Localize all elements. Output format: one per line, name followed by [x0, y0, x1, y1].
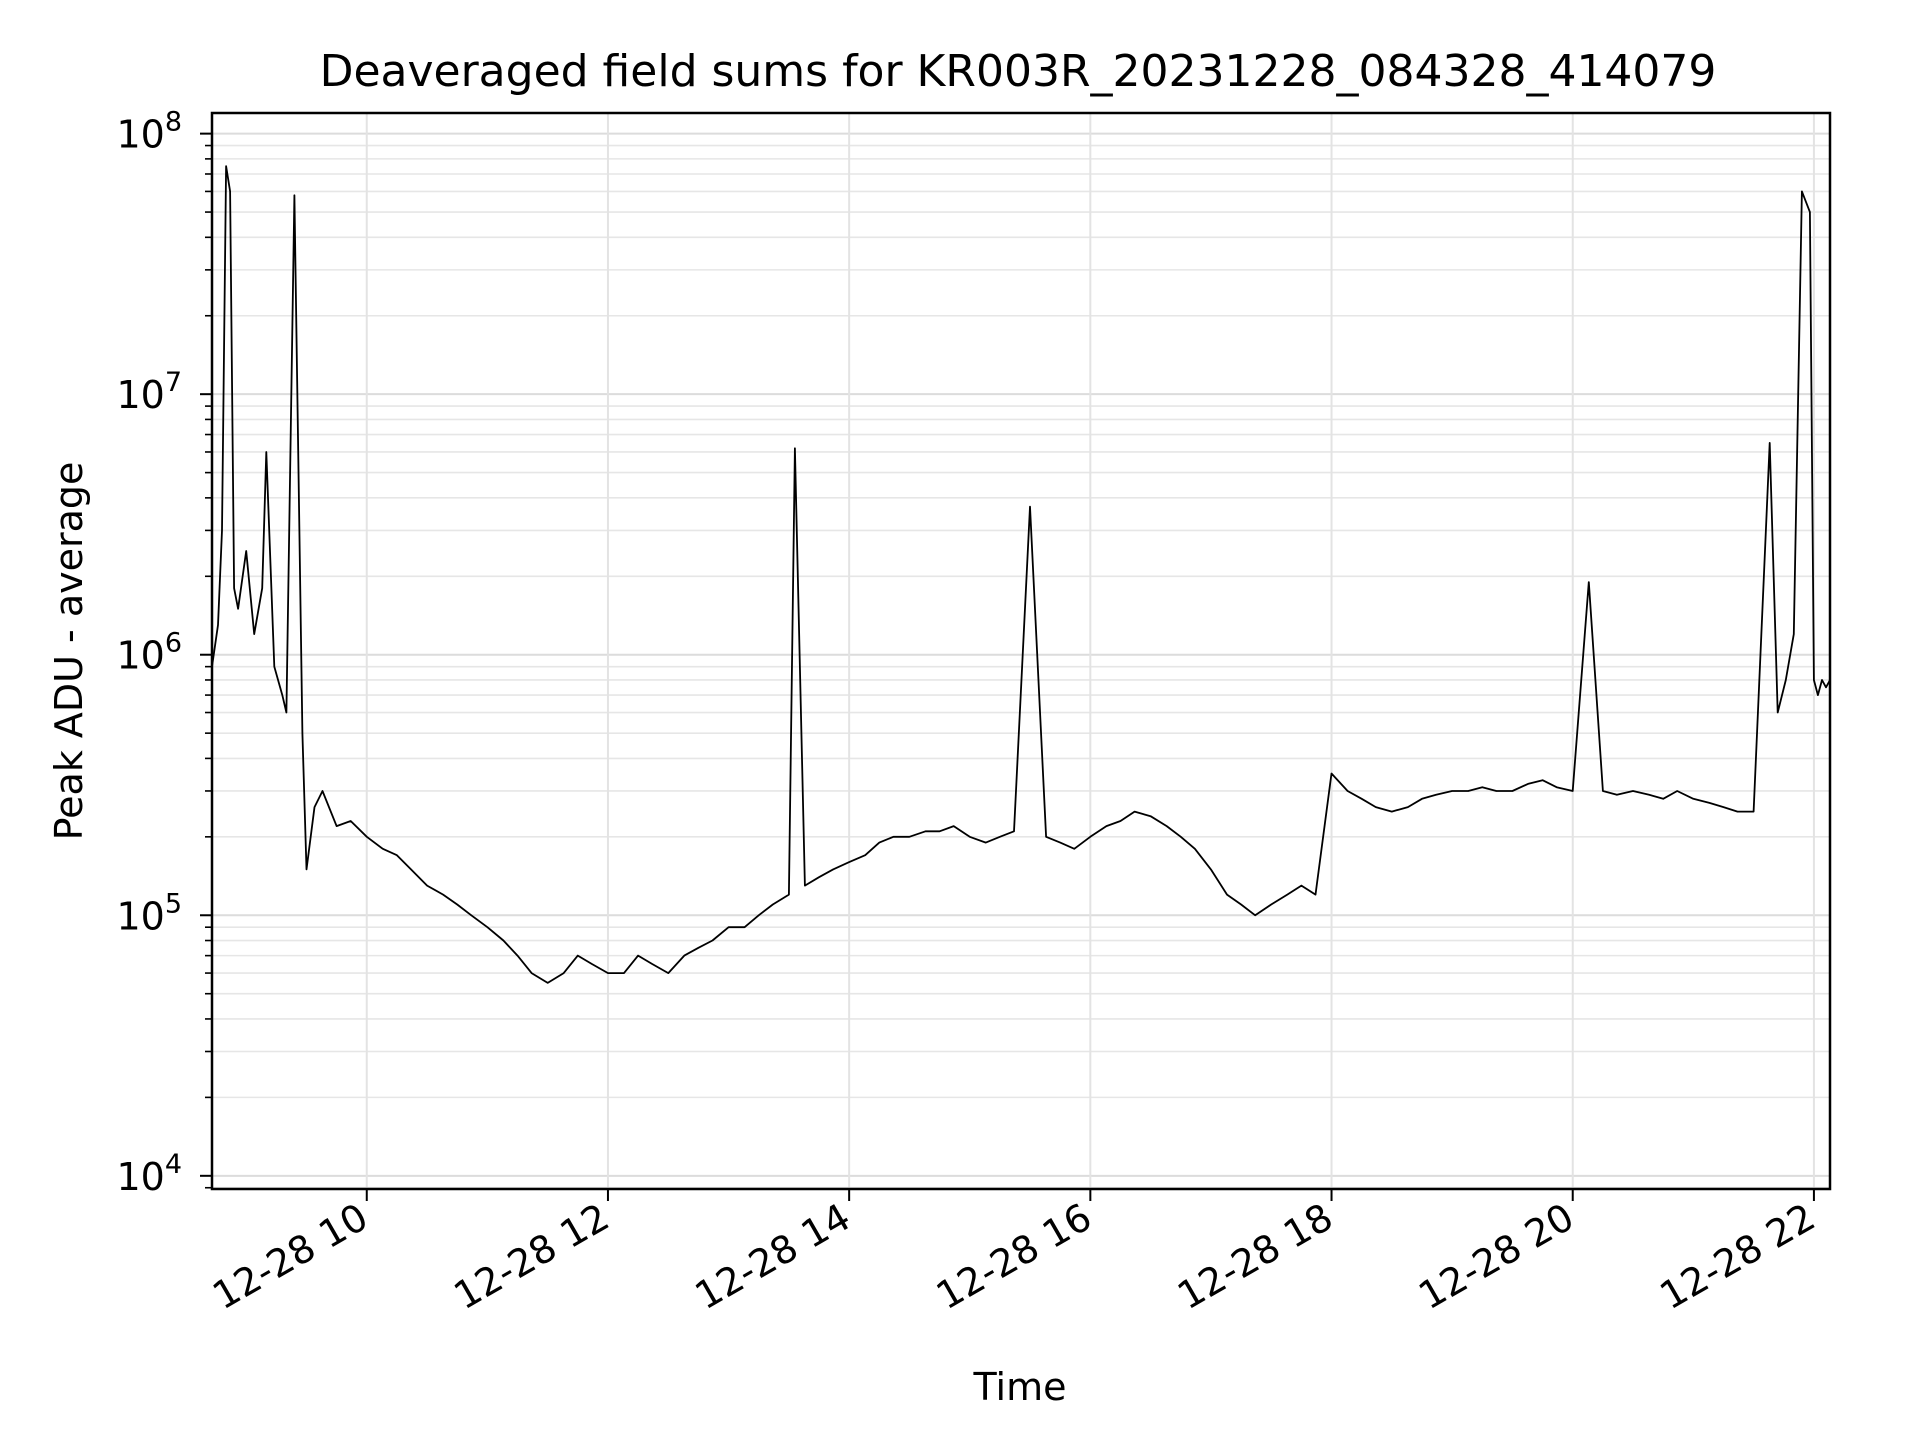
y-tick-label: 108 — [116, 107, 182, 157]
y-axis-label: Peak ADU - average — [47, 462, 91, 841]
chart-title: Deaveraged field sums for KR003R_2023122… — [320, 46, 1717, 97]
x-axis-label: Time — [973, 1365, 1067, 1409]
y-tick-label: 106 — [116, 628, 182, 678]
y-tick-label: 107 — [116, 367, 182, 417]
series-line-0 — [211, 165, 1831, 984]
y-axis: 104 105 106 107 108 — [116, 107, 212, 1199]
plot-grid — [212, 113, 1830, 1189]
y-tick-label: 104 — [116, 1149, 182, 1199]
data-series-layer — [211, 165, 1831, 984]
y-tick-label: 105 — [116, 888, 182, 938]
plot-area-frame — [210, 111, 1832, 1191]
